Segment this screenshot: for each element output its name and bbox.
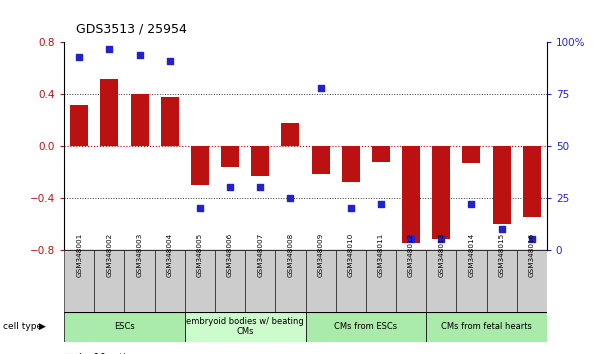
Bar [282, 123, 299, 146]
Text: GSM348014: GSM348014 [469, 233, 474, 278]
Bar [191, 146, 209, 185]
Bar [335, 250, 366, 312]
Bar [312, 146, 330, 175]
Bar [486, 250, 517, 312]
Bar [64, 312, 185, 342]
Point [346, 205, 356, 211]
Bar [125, 250, 155, 312]
Text: embryoid bodies w/ beating
CMs: embryoid bodies w/ beating CMs [186, 317, 304, 336]
Text: CMs from fetal hearts: CMs from fetal hearts [441, 322, 532, 331]
Text: ■: ■ [64, 353, 75, 354]
Point [376, 201, 386, 207]
Point [165, 58, 175, 64]
Bar [517, 250, 547, 312]
Bar [70, 105, 89, 146]
Text: GSM348013: GSM348013 [438, 233, 444, 278]
Bar [456, 250, 486, 312]
Bar [463, 146, 480, 163]
Bar [402, 146, 420, 243]
Point [467, 201, 477, 207]
Text: ESCs: ESCs [114, 322, 135, 331]
Bar [94, 250, 125, 312]
Text: GSM348009: GSM348009 [318, 233, 324, 278]
Text: cell type: cell type [3, 322, 42, 331]
Bar [185, 312, 306, 342]
Bar [185, 250, 215, 312]
Text: GSM348004: GSM348004 [167, 233, 173, 278]
Text: CMs from ESCs: CMs from ESCs [334, 322, 397, 331]
Point [225, 185, 235, 190]
Bar [426, 312, 547, 342]
Bar [251, 146, 269, 176]
Bar [432, 146, 450, 239]
Text: GSM348005: GSM348005 [197, 233, 203, 278]
Bar [396, 250, 426, 312]
Point [285, 195, 295, 201]
Point [527, 236, 536, 242]
Point [316, 85, 326, 91]
Point [436, 236, 446, 242]
Text: GDS3513 / 25954: GDS3513 / 25954 [76, 22, 187, 35]
Point [104, 46, 114, 52]
Bar [64, 250, 94, 312]
Bar [306, 312, 426, 342]
Point [75, 54, 84, 60]
Text: ▶: ▶ [38, 322, 45, 331]
Point [406, 236, 416, 242]
Point [134, 52, 144, 58]
Text: GSM348003: GSM348003 [137, 233, 142, 278]
Text: GSM348011: GSM348011 [378, 233, 384, 278]
Bar [492, 146, 511, 224]
Text: GSM348016: GSM348016 [529, 233, 535, 278]
Point [255, 185, 265, 190]
Bar [342, 146, 360, 182]
Bar [306, 250, 335, 312]
Bar [215, 250, 245, 312]
Bar [100, 79, 119, 146]
Bar [366, 250, 396, 312]
Text: GSM348007: GSM348007 [257, 233, 263, 278]
Text: log10 ratio: log10 ratio [79, 353, 132, 354]
Bar [131, 94, 148, 146]
Text: GSM348002: GSM348002 [106, 233, 112, 278]
Bar [276, 250, 306, 312]
Bar [155, 250, 185, 312]
Bar [372, 146, 390, 161]
Bar [221, 146, 239, 167]
Point [497, 226, 507, 232]
Text: GSM348006: GSM348006 [227, 233, 233, 278]
Point [195, 205, 205, 211]
Bar [161, 97, 179, 146]
Text: GSM348010: GSM348010 [348, 233, 354, 278]
Text: GSM348001: GSM348001 [76, 233, 82, 278]
Bar [245, 250, 276, 312]
Bar [426, 250, 456, 312]
Bar [523, 146, 541, 217]
Text: GSM348012: GSM348012 [408, 233, 414, 278]
Text: GSM348008: GSM348008 [287, 233, 293, 278]
Text: GSM348015: GSM348015 [499, 233, 505, 278]
